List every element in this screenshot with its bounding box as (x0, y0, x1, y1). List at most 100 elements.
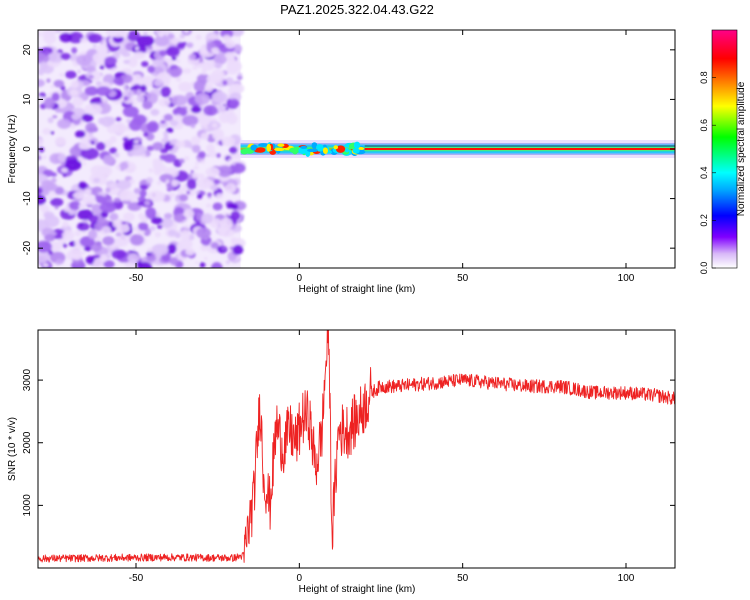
noise-blob (218, 111, 231, 124)
colorbar-frame (711, 29, 738, 269)
noise-blob (221, 136, 236, 147)
noise-blob (153, 79, 163, 87)
noise-blob (232, 161, 236, 166)
noise-blob (160, 86, 171, 98)
noise-blob (38, 146, 45, 153)
noise-blob (50, 131, 54, 135)
noise-blob (74, 130, 86, 138)
spectrogram-y-label: Frequency (Hz) (7, 115, 18, 184)
noise-blob (97, 191, 102, 196)
x-tick-label: 0 (297, 273, 303, 284)
noise-blob (150, 108, 160, 116)
noise-blob (198, 117, 210, 126)
noise-blob (50, 197, 64, 207)
noise-blob (213, 178, 221, 185)
noise-blob (43, 97, 55, 109)
noise-blob (190, 105, 202, 114)
noise-blob (159, 173, 174, 183)
noise-blob (213, 53, 227, 65)
signal-blob (352, 147, 360, 154)
noise-blob (190, 123, 196, 129)
noise-blob (197, 193, 203, 200)
noise-blob (61, 167, 68, 173)
spectrogram-x-label: Height of straight line (km) (299, 284, 416, 295)
noise-blob (59, 32, 73, 43)
spectrogram-panel: -50 0 50 100 -20 -10 0 10 20 Height of straight… (7, 29, 676, 295)
signal-blob (300, 145, 308, 149)
spectrogram-heatmap (38, 30, 675, 268)
noise-blob (93, 177, 100, 183)
noise-blob (141, 61, 149, 67)
noise-blob (133, 188, 141, 194)
noise-blob (219, 217, 233, 230)
noise-blob (154, 35, 170, 47)
noise-blob (176, 42, 186, 50)
noise-blob (78, 203, 87, 209)
noise-blob (102, 154, 115, 166)
noise-blob (178, 238, 193, 250)
signal-blob (255, 147, 266, 153)
noise-blob (146, 255, 157, 262)
noise-blob (38, 252, 49, 264)
noise-blob (211, 69, 225, 81)
noise-blob (139, 184, 149, 190)
noise-blob (57, 153, 67, 162)
noise-blob (195, 161, 199, 166)
noise-blob (82, 195, 97, 206)
noise-blob (191, 172, 200, 179)
noise-blob (70, 80, 79, 89)
colorbar-tick-label: 0.8 (699, 71, 709, 84)
noise-blob (51, 228, 66, 240)
noise-blob (105, 187, 111, 193)
noise-blob (74, 230, 82, 237)
noise-blob (169, 68, 182, 78)
noise-blob (105, 30, 119, 37)
noise-blob (103, 140, 113, 148)
noise-blob (230, 203, 239, 210)
noise-blob (224, 183, 237, 194)
noise-blob (156, 224, 163, 229)
noise-blob (228, 98, 240, 108)
noise-blob (41, 205, 50, 214)
y-tick-label: 2000 (22, 431, 33, 454)
snr-y-label: SNR (10 * v/v) (7, 417, 18, 481)
signal-blob (250, 144, 258, 151)
noise-blob (193, 80, 207, 92)
noise-blob (116, 180, 132, 190)
noise-blob (165, 179, 170, 184)
noise-blob (212, 128, 225, 141)
noise-blob (154, 231, 161, 238)
noise-blob (171, 179, 179, 187)
noise-blob (103, 228, 109, 234)
colorbar-tick-label: 0.2 (699, 214, 709, 227)
noise-blob (109, 135, 117, 144)
noise-blob (38, 31, 42, 37)
signal-blob (274, 147, 285, 152)
signal-blob (335, 145, 346, 153)
noise-blob (179, 158, 185, 164)
signal-blob (322, 147, 328, 154)
noise-blob (192, 65, 198, 70)
noise-blob (160, 119, 166, 124)
noise-blob (179, 33, 186, 39)
noise-blob (186, 190, 191, 195)
noise-blob (101, 116, 114, 127)
x-tick-label: -50 (129, 573, 144, 584)
noise-blob (62, 221, 69, 228)
noise-blob (38, 194, 47, 206)
noise-blob (53, 79, 65, 88)
noise-blob (148, 168, 154, 173)
figure-title: PAZ1.2025.322.04.43.G22 (280, 2, 434, 17)
noise-blob (140, 214, 149, 223)
noise-blob (143, 31, 148, 36)
noise-blob (86, 66, 97, 73)
noise-blob (197, 151, 206, 159)
noise-blob (134, 194, 139, 199)
noise-blob (219, 107, 227, 113)
noise-blob (113, 122, 126, 135)
noise-blob (184, 156, 190, 161)
noise-blob (85, 255, 95, 265)
noise-blob (163, 134, 169, 139)
noise-blob (221, 246, 228, 251)
colorbar: 0.0 0.2 0.4 0.6 0.8 Normalized spectral ampl… (699, 29, 747, 274)
